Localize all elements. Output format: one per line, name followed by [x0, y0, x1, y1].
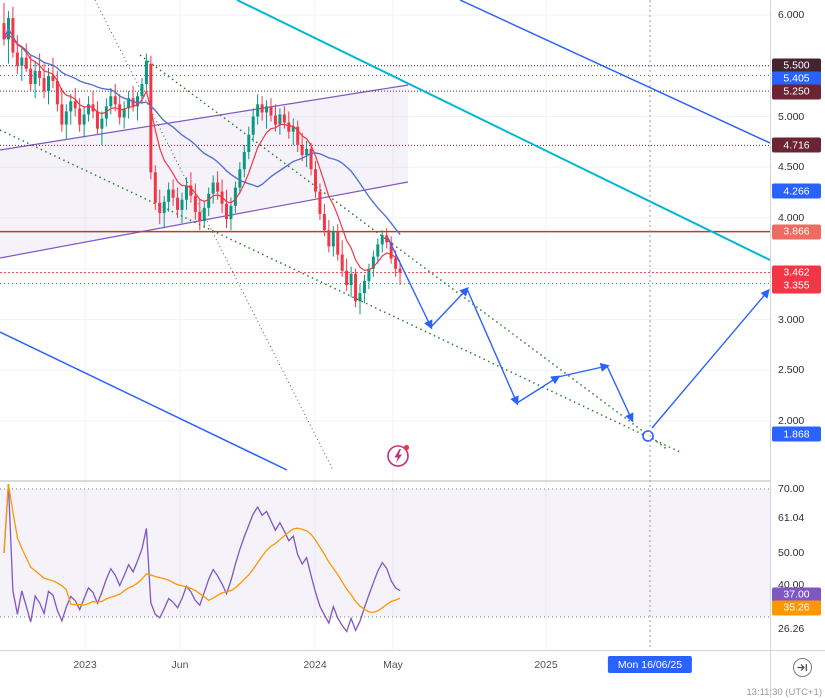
price-badge: 3.355: [772, 278, 821, 294]
price-badge: 5.500: [772, 58, 821, 74]
axis-divider: [770, 0, 771, 698]
crosshair-date-badge: Mon 16/06/25: [607, 656, 693, 673]
time-axis[interactable]: Mon 16/06/25 2023 Jun 2024 May 2025: [0, 650, 825, 698]
price-badge: 3.866: [772, 224, 821, 240]
price-axis[interactable]: 6.000 5.000 4.500 4.000 3.000 2.500 2.000 70.00…: [770, 0, 825, 650]
price-tick: 4.500: [778, 161, 805, 174]
time-tick: 2023: [73, 659, 97, 671]
price-tick: 3.000: [778, 313, 805, 326]
time-tick: 2024: [303, 659, 327, 671]
price-badge: 37.00: [772, 587, 821, 603]
price-tick: 6.000: [778, 9, 805, 21]
price-tick: 4.000: [778, 212, 805, 224]
time-tick: Jun: [171, 659, 189, 671]
event-dot: [403, 444, 410, 451]
price-badge: 35.26: [772, 600, 821, 616]
price-badge: 4.266: [772, 183, 821, 199]
price-badge: 4.716: [772, 137, 821, 153]
price-tick: 5.000: [778, 110, 805, 123]
price-tick: 2.000: [778, 415, 805, 427]
time-tick: 2025: [534, 659, 558, 671]
price-badge: 1.868: [772, 426, 821, 442]
price-badge: 3.462: [772, 265, 821, 281]
goto-realtime-icon: [797, 664, 807, 671]
price-tick: 2.500: [778, 364, 805, 377]
price-tick: 70.00: [778, 483, 805, 495]
price-badge: 5.250: [772, 84, 821, 100]
candles: [2, 2, 402, 315]
price-chart-canvas[interactable]: [0, 0, 770, 650]
time-tick: May: [383, 659, 403, 671]
price-tick: 61.04: [778, 511, 805, 524]
clock-label: 13:11:30 (UTC+1): [746, 687, 822, 698]
goto-realtime-button[interactable]: [793, 658, 812, 677]
lightning-icon: [394, 449, 402, 463]
price-tick: 50.00: [778, 547, 805, 559]
target-circle-marker: [642, 430, 654, 442]
price-tick: 26.26: [778, 622, 805, 635]
price-badge: 5.405: [772, 71, 821, 87]
